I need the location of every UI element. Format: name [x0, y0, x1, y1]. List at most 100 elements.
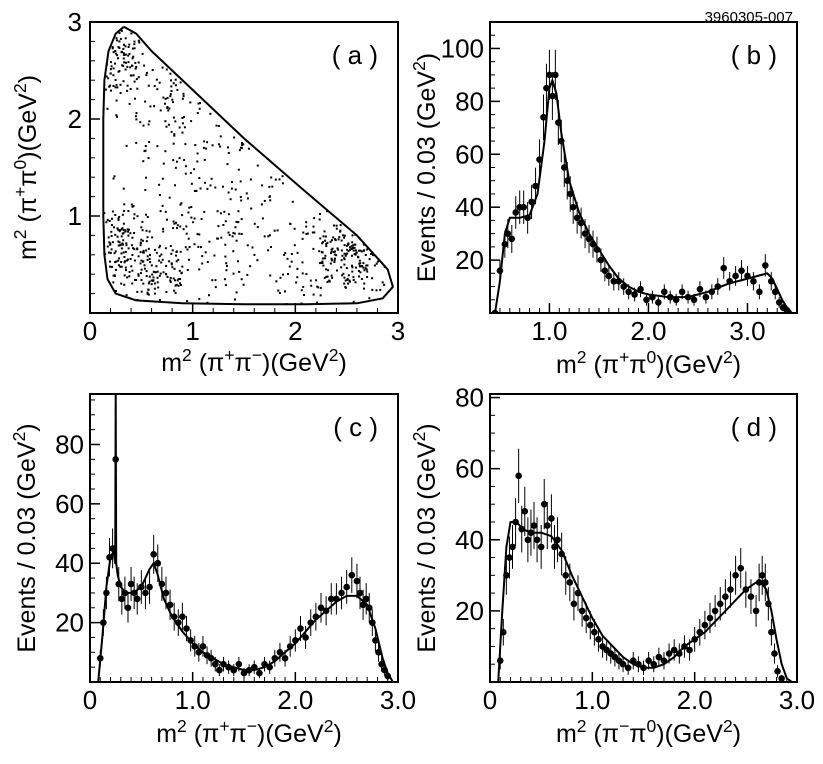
scatter-point: [362, 266, 365, 269]
scatter-point: [198, 268, 201, 271]
scatter-point: [154, 292, 156, 295]
data-point: [281, 649, 289, 667]
data-point: [146, 570, 153, 604]
scatter-point: [174, 184, 176, 187]
scatter-point: [155, 265, 158, 268]
scatter-point: [125, 61, 127, 64]
scatter-point: [225, 269, 228, 272]
x-tick-label: 1.0: [531, 316, 567, 346]
scatter-point: [227, 213, 230, 216]
point-marker: [256, 669, 263, 677]
scatter-point: [174, 166, 177, 169]
scatter-point: [330, 274, 333, 277]
scatter-point: [181, 265, 184, 268]
data-point: [521, 486, 529, 536]
scatter-point: [335, 227, 338, 230]
scatter-point: [143, 64, 146, 67]
scatter-point: [196, 160, 199, 163]
y-axis-label: m2 (π+π0)(GeV2): [10, 75, 42, 260]
scatter-point: [131, 244, 133, 247]
scatter-point: [383, 266, 386, 269]
scatter-point: [341, 274, 344, 277]
point-marker: [506, 554, 513, 561]
scatter-point: [183, 159, 186, 161]
scatter-point: [133, 259, 136, 262]
scatter-point: [126, 84, 129, 87]
scatter-point: [123, 61, 126, 64]
scatter-point: [188, 206, 191, 209]
data-point: [589, 230, 597, 258]
scatter-point: [117, 57, 119, 60]
scatter-point: [358, 265, 361, 268]
scatter-point: [109, 72, 112, 75]
data-point: [771, 284, 779, 300]
scatter-point: [135, 112, 138, 115]
point-marker: [512, 209, 520, 216]
scatter-point: [291, 200, 294, 203]
point-marker: [312, 613, 320, 620]
scatter-point: [172, 159, 175, 162]
point-marker: [619, 660, 627, 668]
data-point: [775, 297, 783, 308]
data-point: [297, 615, 304, 642]
point-marker: [142, 589, 149, 597]
scatter-point: [166, 96, 169, 99]
scatter-point: [185, 165, 187, 168]
scatter-point: [276, 229, 279, 232]
scatter-point: [366, 264, 369, 267]
scatter-point: [326, 210, 328, 213]
x-tick-label: 0: [83, 685, 97, 715]
scatter-point: [366, 270, 369, 273]
scatter-point: [326, 280, 329, 283]
scatter-point: [115, 83, 118, 86]
scatter-point: [125, 269, 127, 272]
data-point: [762, 254, 769, 277]
scatter-point: [234, 298, 236, 301]
scatter-point: [331, 239, 333, 242]
point-marker: [109, 545, 116, 552]
scatter-point: [169, 277, 172, 279]
scatter-point: [125, 244, 128, 247]
scatter-point: [341, 254, 344, 257]
point-marker: [578, 607, 586, 615]
y-tick-label: 20: [55, 608, 84, 638]
scatter-point: [370, 253, 372, 255]
fit-curve: [494, 79, 793, 313]
scatter-point: [189, 171, 192, 174]
point-marker: [496, 657, 504, 664]
scatter-point: [150, 279, 153, 282]
scatter-point: [190, 206, 193, 208]
scatter-point: [376, 260, 379, 263]
scatter-point: [249, 265, 252, 268]
scatter-point: [353, 243, 356, 246]
data-point: [195, 642, 203, 662]
scatter-point: [330, 250, 333, 253]
scatter-point: [329, 240, 332, 243]
scatter-point: [164, 102, 166, 105]
scatter-point: [122, 47, 125, 50]
scatter-point: [145, 71, 148, 74]
data-point: [375, 642, 382, 662]
scatter-point: [309, 279, 312, 282]
scatter-point: [117, 264, 120, 267]
scatter-point: [330, 259, 333, 262]
scatter-point: [198, 107, 201, 110]
point-marker: [322, 607, 330, 615]
scatter-point: [147, 247, 150, 250]
scatter-point: [261, 217, 264, 220]
scatter-point: [350, 247, 353, 250]
scatter-point: [122, 239, 125, 242]
scatter-point: [274, 178, 277, 181]
data-point: [722, 579, 729, 615]
scatter-point: [178, 157, 181, 160]
scatter-point: [119, 37, 122, 40]
scatter-point: [120, 282, 123, 285]
point-marker: [225, 663, 232, 671]
y-tick-label: 100: [441, 33, 484, 63]
data-point: [115, 566, 123, 602]
scatter-point: [208, 294, 210, 297]
scatter-point: [161, 66, 164, 69]
scatter-point: [128, 102, 131, 105]
scatter-point: [133, 217, 136, 220]
scatter-point: [224, 284, 227, 287]
